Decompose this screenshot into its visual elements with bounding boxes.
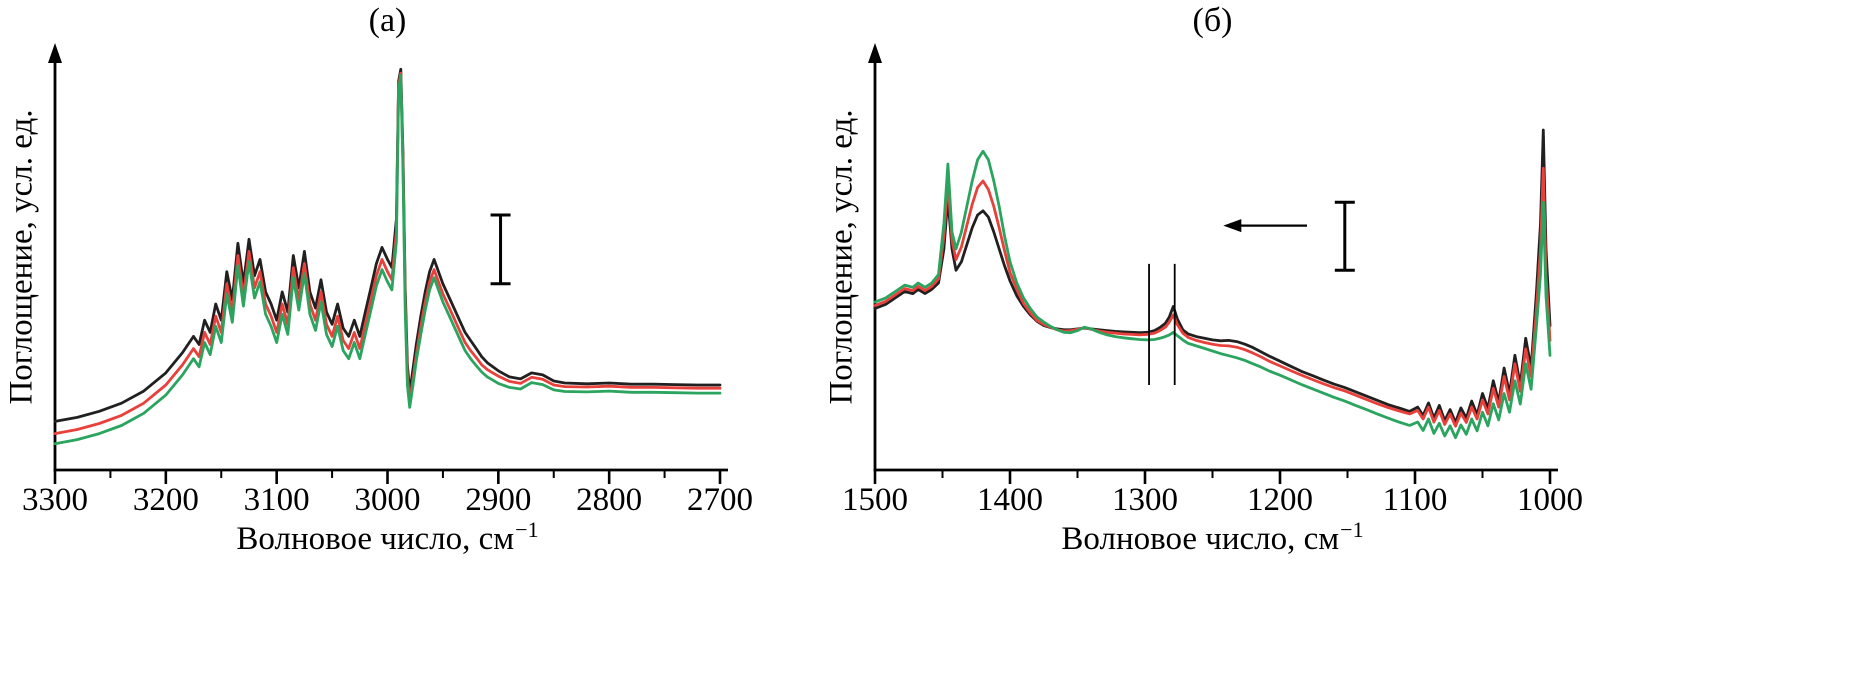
panel-a-x-axis-label-base: Волновое число, см xyxy=(236,521,515,557)
x-tick-label: 1400 xyxy=(977,482,1043,518)
x-tick-label: 3300 xyxy=(22,482,88,518)
panel-b-x-axis-label-base: Волновое число, см xyxy=(1061,521,1340,557)
y-axis-arrowhead-icon xyxy=(868,43,882,63)
spectrum-series-red xyxy=(873,166,1552,428)
x-tick-label: 1000 xyxy=(1517,482,1583,518)
spectrum-series-green xyxy=(53,74,722,446)
spectrum-series-red xyxy=(53,71,722,435)
x-tick-label: 2800 xyxy=(576,482,642,518)
x-tick-label: 1100 xyxy=(1383,482,1448,518)
x-tick-label: 3200 xyxy=(133,482,199,518)
panel-b-plot: 1500 1400 1300 1200 1100 1000 xyxy=(842,43,1583,518)
x-tick-label: 1200 xyxy=(1247,482,1313,518)
x-tick-label: 2900 xyxy=(465,482,531,518)
x-tick-label: 2700 xyxy=(687,482,753,518)
shift-arrow-head-icon xyxy=(1223,219,1242,233)
spectrum-series-black xyxy=(873,128,1552,424)
spectrum-series-black xyxy=(53,67,722,423)
spectrum-series-green xyxy=(873,149,1552,440)
panel-a-title: (а) xyxy=(368,2,407,39)
panel-b-y-axis-label: Поглощение, усл. ед. xyxy=(823,109,860,405)
panel-b-x-axis-label-superscript: −1 xyxy=(1340,517,1364,542)
panel-a-x-axis-label: Волновое число, см−1 xyxy=(55,517,720,558)
panel-a-y-axis-label: Поглощение, усл. ед. xyxy=(3,109,40,405)
x-tick-label: 3000 xyxy=(355,482,421,518)
panel-b-title: (б) xyxy=(1192,2,1233,39)
x-tick-label: 1500 xyxy=(842,482,908,518)
panel-a-plot: 3300 3200 3100 3000 2900 2800 2700 xyxy=(22,43,753,518)
x-tick-label: 3100 xyxy=(244,482,310,518)
x-tick-label: 1300 xyxy=(1112,482,1178,518)
y-axis-arrowhead-icon xyxy=(48,43,62,63)
panel-b-x-axis-label: Волновое число, см−1 xyxy=(875,517,1550,558)
panel-a-x-axis-label-superscript: −1 xyxy=(515,517,539,542)
